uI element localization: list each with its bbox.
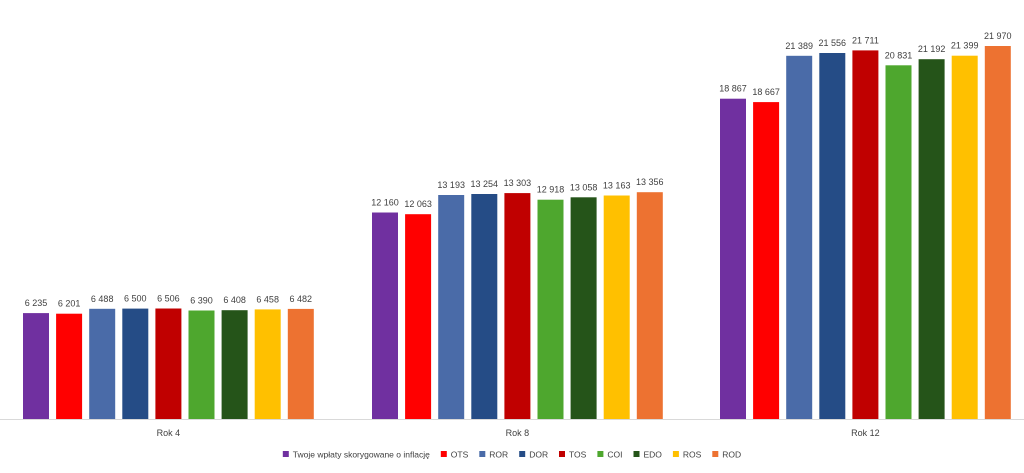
data-label-1-6: 13 058 — [570, 182, 598, 192]
legend-label-8: ROD — [722, 450, 741, 460]
data-label-0-8: 6 482 — [290, 294, 313, 304]
bar-1-6 — [570, 197, 597, 419]
data-label-1-2: 13 193 — [437, 180, 465, 190]
bar-0-4 — [155, 308, 182, 419]
legend-item-6: EDO — [633, 450, 663, 460]
data-label-2-2: 21 389 — [785, 41, 813, 51]
bar-0-3 — [122, 308, 149, 419]
legend-swatch-4 — [559, 451, 565, 457]
legend-swatch-1 — [440, 451, 447, 457]
data-label-1-0: 12 160 — [371, 198, 399, 208]
legend-item-4: TOS — [559, 450, 587, 460]
data-label-2-8: 21 970 — [984, 31, 1012, 41]
bar-0-5 — [188, 310, 215, 419]
legend-item-7: ROS — [672, 450, 702, 460]
legend-label-2: ROR — [489, 450, 508, 460]
bar-2-7 — [951, 55, 978, 419]
bar-2-8 — [984, 46, 1011, 419]
bar-1-1 — [405, 214, 432, 419]
bar-0-2 — [89, 308, 116, 419]
bar-2-6 — [918, 59, 945, 419]
legend-swatch-7 — [672, 451, 679, 457]
data-label-2-3: 21 556 — [819, 38, 847, 48]
legend-label-7: ROS — [683, 450, 702, 460]
category-label-2: Rok 12 — [851, 428, 880, 438]
data-label-0-3: 6 500 — [124, 294, 147, 304]
data-label-2-6: 21 192 — [918, 44, 946, 54]
bar-2-0 — [720, 98, 746, 419]
data-label-1-5: 12 918 — [537, 185, 565, 195]
data-label-0-5: 6 390 — [190, 296, 213, 306]
legend-swatch-2 — [479, 451, 486, 457]
data-label-1-3: 13 254 — [471, 179, 499, 189]
bar-1-0 — [372, 212, 398, 419]
legend-swatch-5 — [597, 451, 604, 457]
legend-swatch-3 — [519, 451, 526, 457]
legend-swatch-6 — [633, 451, 640, 457]
data-label-0-2: 6 488 — [91, 294, 114, 304]
bar-1-5 — [537, 199, 564, 419]
data-label-0-0: 6 235 — [25, 298, 48, 308]
bar-2-1 — [753, 102, 780, 419]
bar-1-7 — [603, 195, 630, 419]
legend-item-8: ROD — [712, 450, 741, 460]
data-label-2-1: 18 667 — [752, 87, 780, 97]
data-label-0-1: 6 201 — [58, 299, 81, 309]
legend-label-0: Twoje wpłaty skorygowane o inflację — [293, 450, 430, 460]
legend-item-2: ROR — [479, 450, 508, 460]
bar-0-0 — [23, 313, 49, 419]
data-label-2-7: 21 399 — [951, 41, 979, 51]
legend-swatch-0 — [282, 451, 289, 457]
bar-1-3 — [471, 194, 498, 419]
bar-0-7 — [254, 309, 281, 419]
data-label-1-1: 12 063 — [404, 199, 432, 209]
legend-label-1: OTS — [451, 450, 469, 460]
data-label-0-4: 6 506 — [157, 294, 180, 304]
legend-label-4: TOS — [569, 450, 587, 460]
legend-item-3: DOR — [519, 450, 548, 460]
bar-1-8 — [636, 192, 663, 419]
category-label-0: Rok 4 — [157, 428, 181, 438]
data-label-2-5: 20 831 — [885, 50, 913, 60]
legend-label-3: DOR — [529, 450, 548, 460]
data-label-1-4: 13 303 — [504, 178, 532, 188]
data-label-0-7: 6 458 — [256, 294, 279, 304]
bar-2-5 — [885, 65, 912, 420]
data-label-1-8: 13 356 — [636, 177, 664, 187]
bar-1-2 — [438, 195, 465, 419]
bar-2-3 — [819, 53, 846, 419]
bar-2-4 — [852, 50, 879, 420]
category-label-1: Rok 8 — [506, 428, 530, 438]
bar-1-4 — [504, 193, 531, 419]
legend-swatch-8 — [712, 451, 719, 457]
bar-0-8 — [287, 308, 314, 419]
data-label-0-6: 6 408 — [223, 295, 246, 305]
legend-item-1: OTS — [440, 450, 469, 460]
legend-item-5: COI — [597, 450, 623, 460]
bar-2-2 — [786, 55, 813, 420]
legend-label-6: EDO — [644, 450, 663, 460]
bar-0-1 — [56, 313, 83, 419]
data-label-2-0: 18 867 — [719, 84, 747, 94]
bar-0-6 — [221, 310, 248, 419]
legend-label-5: COI — [607, 450, 622, 460]
legend-item-0: Twoje wpłaty skorygowane o inflację — [282, 450, 430, 460]
data-label-2-4: 21 711 — [852, 35, 879, 45]
data-label-1-7: 13 163 — [603, 181, 631, 191]
